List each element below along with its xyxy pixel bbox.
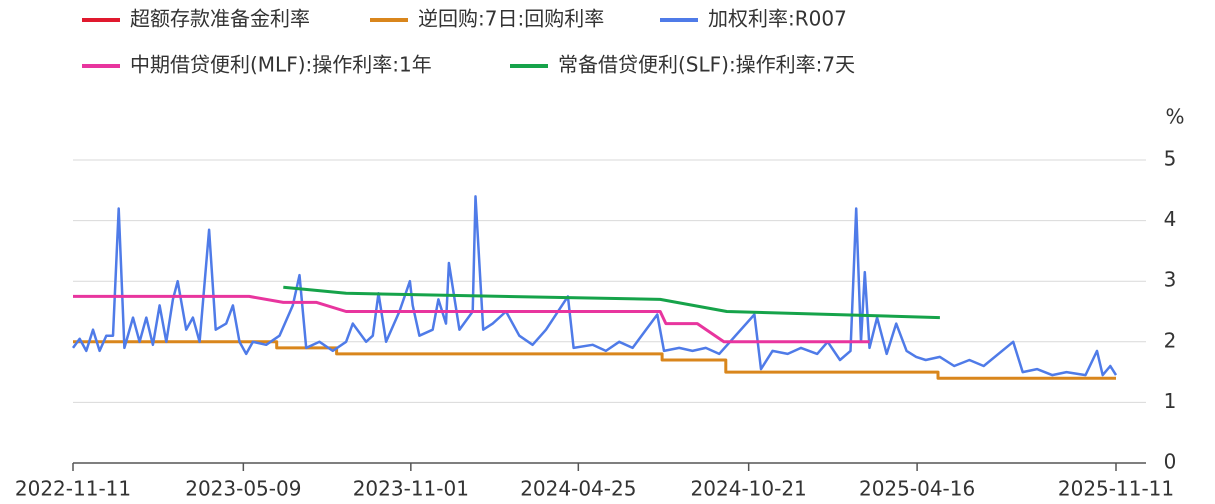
x-tick-label: 2024-10-21 xyxy=(691,477,807,501)
series-line xyxy=(73,340,1116,380)
x-tick-label: 2023-05-09 xyxy=(185,477,301,501)
x-tick-label: 2025-04-16 xyxy=(859,477,975,501)
series-line xyxy=(283,285,940,320)
y-tick-label: 3 xyxy=(1164,268,1177,292)
legend-label: 加权利率:R007 xyxy=(708,7,847,31)
legend-label: 超额存款准备金利率 xyxy=(130,7,310,31)
y-tick-label: 1 xyxy=(1164,389,1177,413)
series-line xyxy=(71,195,1118,377)
x-tick-label: 2024-04-25 xyxy=(520,477,636,501)
legend-label: 中期借贷便利(MLF):操作利率:1年 xyxy=(130,53,432,77)
y-tick-label: 4 xyxy=(1164,207,1177,231)
x-tick-label: 2022-11-11 xyxy=(15,477,131,501)
y-tick-label: 0 xyxy=(1164,450,1177,474)
legend-label: 逆回购:7日:回购利率 xyxy=(418,7,604,31)
x-tick-label: 2025-11-11 xyxy=(1058,477,1174,501)
y-unit: % xyxy=(1165,105,1184,129)
x-tick-label: 2023-11-01 xyxy=(353,477,469,501)
legend-label: 常备借贷便利(SLF):操作利率:7天 xyxy=(558,53,855,77)
y-tick-label: 5 xyxy=(1164,147,1177,171)
series-line xyxy=(73,294,870,344)
y-tick-label: 2 xyxy=(1164,328,1177,352)
